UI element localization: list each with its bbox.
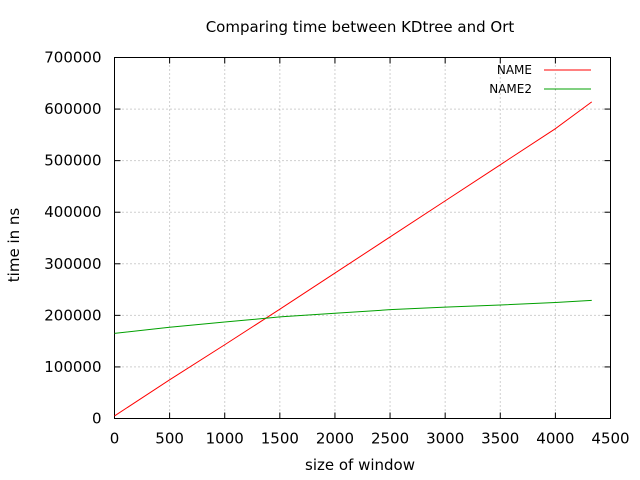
legend: NAME NAME2 bbox=[489, 63, 591, 96]
x-tick-label: 0 bbox=[110, 430, 120, 448]
y-tick-label: 100000 bbox=[44, 358, 101, 376]
y-tick-label: 0 bbox=[92, 410, 102, 428]
x-tick-label: 4000 bbox=[536, 430, 574, 448]
legend-label-name: NAME bbox=[497, 63, 532, 77]
x-axis-title: size of window bbox=[305, 456, 415, 474]
x-tick-label: 500 bbox=[155, 430, 184, 448]
y-tick-label: 200000 bbox=[44, 306, 101, 324]
y-tick-label: 500000 bbox=[44, 152, 101, 170]
y-tick-label: 700000 bbox=[44, 49, 101, 67]
chart-title: Comparing time between KDtree and Ort bbox=[206, 18, 515, 36]
grid bbox=[114, 57, 611, 419]
x-tick-label: 3000 bbox=[426, 430, 464, 448]
series-line-name2 bbox=[114, 299, 592, 334]
x-tick-label: 1000 bbox=[206, 430, 244, 448]
y-axis-title: time in ns bbox=[5, 208, 23, 283]
x-tick-label: 2500 bbox=[371, 430, 409, 448]
legend-label-name2: NAME2 bbox=[489, 82, 532, 96]
x-tick-label: 3500 bbox=[481, 430, 519, 448]
y-tick-label: 600000 bbox=[44, 100, 101, 118]
x-tick-label: 1500 bbox=[261, 430, 299, 448]
axis-ticks: 0 500 1000 1500 2000 2500 3000 3500 4000 4500 0 100… bbox=[44, 49, 629, 448]
plot-area-border bbox=[114, 57, 611, 419]
y-tick-label: 400000 bbox=[44, 203, 101, 221]
x-tick-label: 2000 bbox=[316, 430, 354, 448]
series-lines bbox=[114, 101, 593, 417]
series-line-name bbox=[114, 101, 593, 417]
y-tick-label: 300000 bbox=[44, 255, 101, 273]
x-tick-label: 4500 bbox=[591, 430, 629, 448]
